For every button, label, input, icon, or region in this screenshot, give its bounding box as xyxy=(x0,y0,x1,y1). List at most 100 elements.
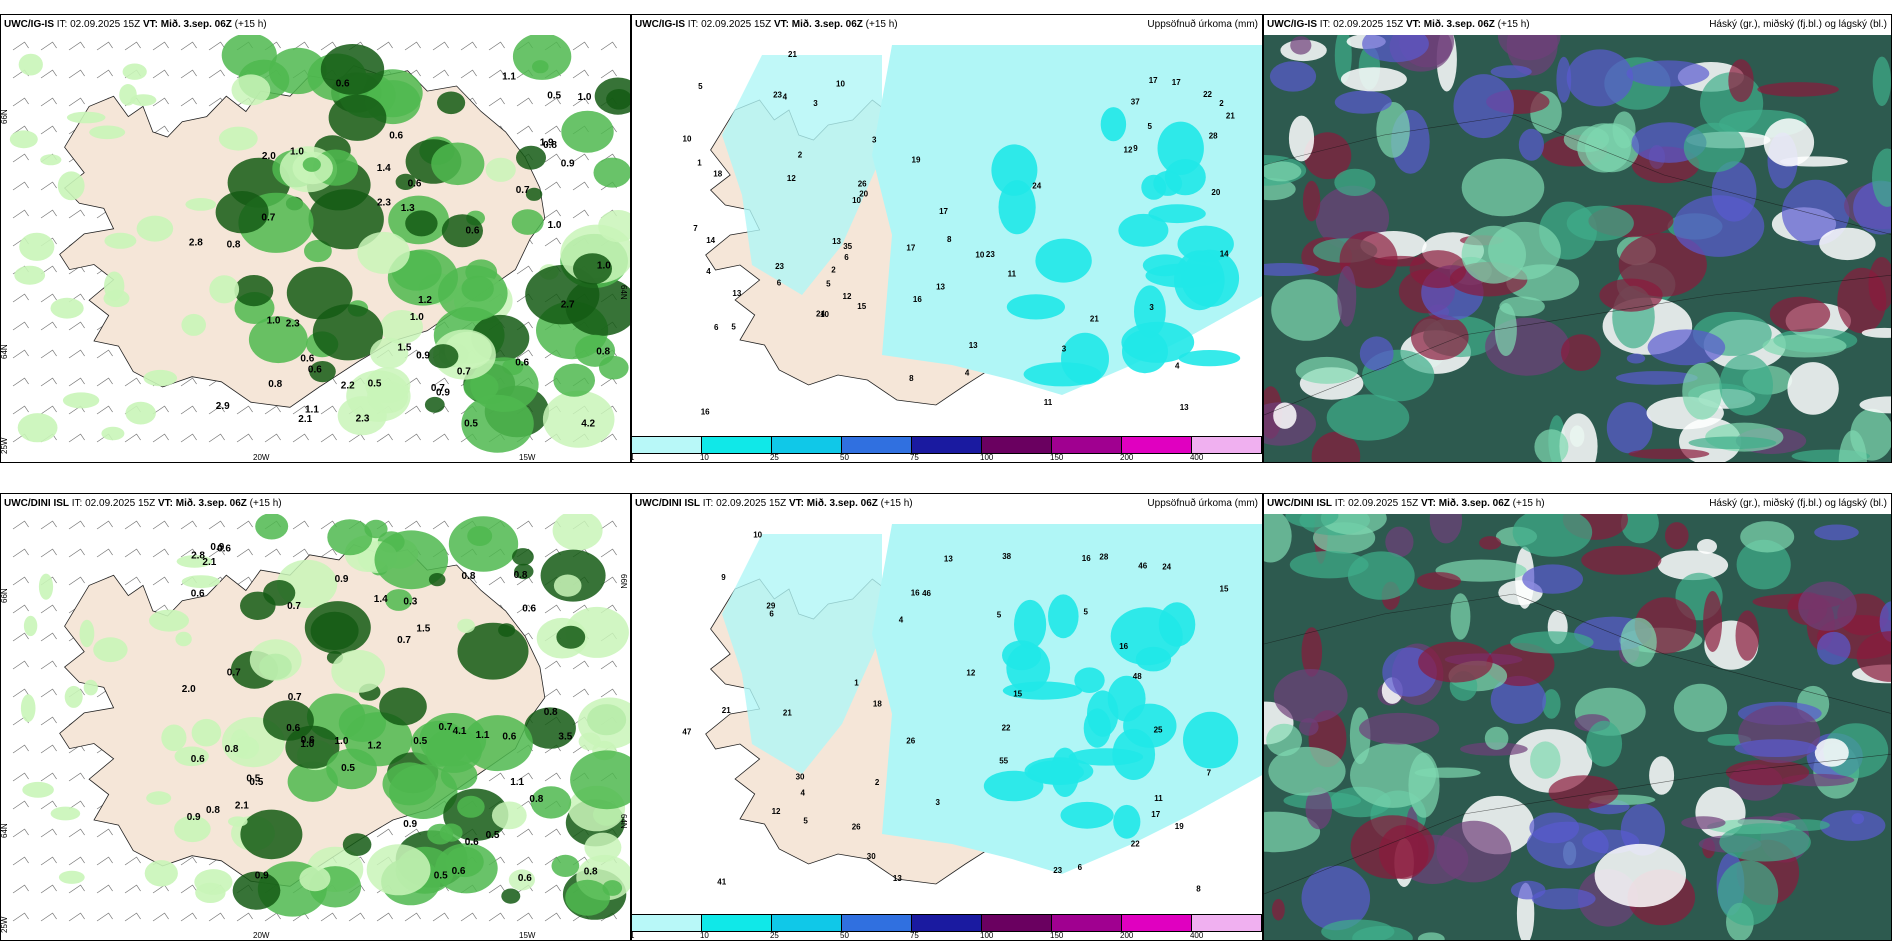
precip-blob xyxy=(338,704,386,742)
panel-ig-wind: UWC/IG-IS IT: 02.09.2025 15Z VT: Mið. 3.… xyxy=(0,14,631,463)
cloud-patch xyxy=(1320,514,1387,535)
model-name: UWC/IG-IS xyxy=(635,19,685,30)
cloud-patch xyxy=(1626,353,1646,364)
legend-swatch xyxy=(772,437,842,453)
lat-label-66: 66N xyxy=(1,109,9,124)
legend-label: 25 xyxy=(769,453,779,462)
legend-bar xyxy=(632,436,1262,454)
cloud-patch xyxy=(1736,539,1791,590)
precip-blob xyxy=(146,791,172,805)
rate-value: 1.0 xyxy=(548,220,562,231)
rate-value: 2.1 xyxy=(202,557,216,568)
cloud-patch xyxy=(1763,118,1815,167)
cloud-patch xyxy=(1626,60,1710,87)
rate-value: 0.6 xyxy=(502,732,516,743)
wind-barb xyxy=(68,321,85,331)
precip-blob xyxy=(50,806,81,821)
valid-time: VT: Mið. 3.sep. 06Z xyxy=(157,498,247,509)
cloud-patch xyxy=(1359,336,1394,371)
cloud-patch xyxy=(1268,746,1346,796)
cloud-patch xyxy=(1673,683,1728,732)
cloud-patch xyxy=(1681,816,1726,830)
precip-value: 2 xyxy=(798,150,803,159)
precip-value: 2 xyxy=(831,266,836,275)
wind-barb xyxy=(516,828,533,838)
cloud-patch xyxy=(1817,631,1851,665)
wind-barb xyxy=(40,604,57,614)
precip-value: 13 xyxy=(944,555,953,564)
precip-blob xyxy=(309,361,336,383)
precip-blob xyxy=(573,253,612,285)
rate-value: 0.8 xyxy=(584,867,598,878)
cloud-layers xyxy=(1264,514,1891,940)
cloud-patch xyxy=(1512,514,1593,557)
panel-ig-precip: UWC/IG-IS IT: 02.09.2025 15Z VT: Mið. 3.… xyxy=(631,14,1263,463)
rate-value: 0.5 xyxy=(368,379,382,390)
wind-barb xyxy=(40,377,57,387)
precip-blob xyxy=(594,77,630,115)
precip-blob xyxy=(62,392,100,409)
precip-blob xyxy=(194,869,233,895)
issue-time: IT: 02.09.2025 15Z xyxy=(71,498,156,509)
cloud-patch xyxy=(1339,231,1398,289)
wind-barb xyxy=(404,912,421,922)
wind-barb xyxy=(124,377,141,387)
rate-value: 1.0 xyxy=(290,147,304,158)
precip-blob xyxy=(327,519,373,556)
precip-value: 5 xyxy=(1148,122,1153,131)
precip-blob xyxy=(457,795,485,818)
legend-label: 200 xyxy=(1120,453,1134,462)
legend-label: 1 xyxy=(632,453,634,462)
lon-label-25: 25W xyxy=(1,916,9,933)
cloud-patch xyxy=(1435,559,1527,582)
rate-value: 0.3 xyxy=(403,597,417,608)
valid-time: VT: Mið. 3.sep. 06Z xyxy=(773,19,863,30)
panel-header: UWC/IG-IS IT: 02.09.2025 15Z VT: Mið. 3.… xyxy=(1264,15,1891,35)
precip-blob xyxy=(445,846,484,878)
rate-value: 0.9 xyxy=(436,388,450,399)
wind-barb xyxy=(68,828,85,838)
rate-value: 0.6 xyxy=(465,837,479,848)
precip-value: 6 xyxy=(714,323,719,332)
rate-value: 0.5 xyxy=(464,419,478,430)
precip-blob xyxy=(542,390,615,448)
rate-value: 1.1 xyxy=(510,777,524,788)
model-name: UWC/IG-IS xyxy=(4,19,54,30)
issue-time: IT: 02.09.2025 15Z xyxy=(56,19,141,30)
precip-blob xyxy=(553,363,595,397)
cloud-patch xyxy=(1321,919,1395,940)
wind-barb xyxy=(516,349,533,359)
cloud-patch xyxy=(1347,551,1415,600)
wind-barb xyxy=(516,772,533,782)
precip-blob xyxy=(438,265,508,322)
wind-barb xyxy=(180,520,197,530)
rate-value: 0.7 xyxy=(287,601,301,612)
valid-time: VT: Mið. 3.sep. 06Z xyxy=(1420,498,1510,509)
lon-label-15: 15W xyxy=(519,453,536,462)
wind-barb xyxy=(544,97,561,107)
rate-value: 0.7 xyxy=(516,185,530,196)
precip-blob xyxy=(1014,599,1047,650)
precip-area xyxy=(722,534,882,774)
precip-value: 5 xyxy=(1084,608,1089,617)
wind-barb xyxy=(208,548,225,558)
precip-blob xyxy=(424,396,445,413)
cloud-patch xyxy=(1429,514,1463,544)
wind-barb xyxy=(12,660,29,670)
precip-value: 11 xyxy=(1044,398,1053,407)
precip-value: 35 xyxy=(843,242,852,251)
precip-map: 1556413161816411138462224264629122317211… xyxy=(682,524,1262,893)
precip-blob xyxy=(437,91,466,115)
precip-blob xyxy=(122,63,147,80)
precip-value: 17 xyxy=(1151,810,1160,819)
lon-label-25: 25W xyxy=(1,437,9,454)
wind-barb xyxy=(40,181,57,191)
grid-line xyxy=(1264,114,1891,235)
cloud-patch xyxy=(1647,329,1726,366)
precip-blob xyxy=(228,816,248,827)
precip-blob xyxy=(79,619,95,648)
rate-value: 2.7 xyxy=(561,300,575,311)
precip-blob xyxy=(553,574,582,597)
wind-barb xyxy=(124,41,141,51)
wind-barb xyxy=(572,41,589,51)
